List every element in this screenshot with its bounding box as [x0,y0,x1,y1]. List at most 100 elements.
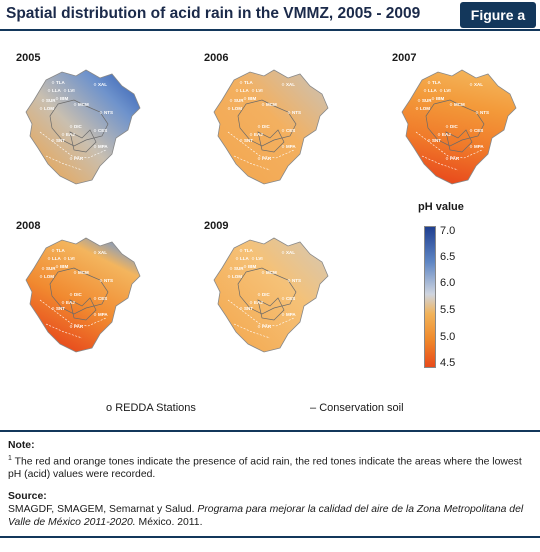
redda-station-marker [69,293,73,296]
station-label: SUR [234,266,244,271]
redda-station-marker [93,313,97,316]
station-label: CES [474,128,483,133]
station-label: PAR [262,156,272,161]
station-label: TLA [56,248,65,253]
redda-station-icon: o [106,402,113,414]
redda-station-marker [445,157,449,160]
vmmz-region [401,69,517,185]
source-heading: Source: [8,491,47,502]
station-label: LOM [420,106,430,111]
redda-station-marker [257,293,261,296]
conservation-soil-line [227,131,295,171]
station-label: MCM [266,102,277,107]
redda-station-marker [229,99,233,102]
station-label: SUR [234,98,244,103]
note-text: The red and orange tones indicate the pr… [8,456,522,481]
redda-station-marker [61,133,65,136]
station-label: XAL [286,250,295,255]
redda-station-marker [235,257,239,260]
station-label: CES [286,128,295,133]
redda-station-marker [243,97,247,100]
redda-legend-label: REDDA Stations [115,402,196,414]
ph-tick: 5.5 [440,304,456,316]
redda-station-marker [287,111,291,114]
station-label: NTS [104,110,113,115]
redda-station-marker [41,267,45,270]
redda-station-marker [243,265,247,268]
station-label: XAL [286,82,295,87]
station-label: DIC [74,124,83,129]
redda-station-marker [227,275,231,278]
station-label: XAL [98,250,107,255]
conservation-legend: – Conservation soil [310,402,404,414]
station-label: MPA [474,144,484,149]
redda-station-marker [41,99,45,102]
note-section: Note: 1 The red and orange tones indicat… [8,439,528,481]
acid-rain-map: TLA XAL LLA LVI IBM SUR MCM LOM NTS DIC EAJ CES SNT M… [16,66,151,199]
station-label: LOM [232,106,242,111]
map-svg: TLA XAL LLA LVI IBM SUR MCM LOM NTS DIC EAJ CES SNT M… [401,69,517,185]
acid-rain-map: TLA XAL LLA LVI IBM SUR MCM LOM NTS DIC EAJ CES SNT M… [204,66,339,199]
redda-station-marker [229,267,233,270]
municipal-boundary [257,297,285,321]
map-year-label: 2007 [392,52,417,64]
redda-station-marker [445,125,449,128]
map-svg: TLA XAL LLA LVI IBM SUR MCM LOM NTS DIC EAJ CES SNT M… [25,237,141,353]
redda-station-marker [281,83,285,86]
conservation-line-icon: – [310,402,317,414]
conservation-soil-line [415,131,483,171]
legend-title: pH value [418,201,464,213]
page-title: Spatial distribution of acid rain in the… [6,5,421,22]
redda-station-marker [239,249,243,252]
station-label: IBM [60,96,69,101]
station-label: MCM [454,102,465,107]
station-label: MPA [98,312,108,317]
redda-station-marker [47,257,51,260]
redda-station-marker [469,129,473,132]
station-label: DIC [74,292,83,297]
redda-station-marker [281,297,285,300]
station-label: IBM [248,264,257,269]
map-year-label: 2008 [16,220,41,232]
redda-station-marker [51,81,55,84]
station-label: CES [286,296,295,301]
redda-station-marker [239,139,243,142]
map-panel-2009: 2009 TLA XAL LLA LVI IBM SUR MCM LOM NTS DIC EAJ CE… [204,220,354,380]
header-rule [0,29,540,31]
redda-station-marker [73,271,77,274]
vmmz-region [213,237,329,353]
station-label: LOM [232,274,242,279]
station-label: NTS [104,278,113,283]
map-year-label: 2009 [204,220,229,232]
redda-station-marker [257,125,261,128]
redda-station-marker [69,325,73,328]
figure-badge: Figure a [460,2,536,28]
vmmz-region [25,69,141,185]
conservation-legend-label: Conservation soil [319,402,404,414]
redda-station-marker [61,301,65,304]
redda-station-marker [437,133,441,136]
station-label: EAJ [254,300,263,305]
station-label: LLA [240,88,249,93]
redda-station-marker [63,89,67,92]
footer-rule [0,536,540,538]
municipal-boundary [257,129,285,153]
station-label: NTS [292,278,301,283]
map-panel-2008: 2008 TLA XAL LLA LVI IBM SUR MCM LOM NTS DIC EAJ CE… [16,220,166,380]
redda-station-marker [261,103,265,106]
station-label: SNT [56,138,65,143]
redda-station-marker [257,325,261,328]
station-label: EAJ [254,132,263,137]
redda-station-marker [427,81,431,84]
station-label: TLA [244,80,253,85]
redda-station-marker [281,251,285,254]
vmmz-region [25,237,141,353]
station-label: NTS [292,110,301,115]
notes-rule [0,430,540,432]
station-label: MPA [286,312,296,317]
station-label: TLA [56,80,65,85]
redda-station-marker [281,313,285,316]
redda-station-marker [69,157,73,160]
redda-station-marker [47,89,51,92]
redda-station-marker [99,279,103,282]
